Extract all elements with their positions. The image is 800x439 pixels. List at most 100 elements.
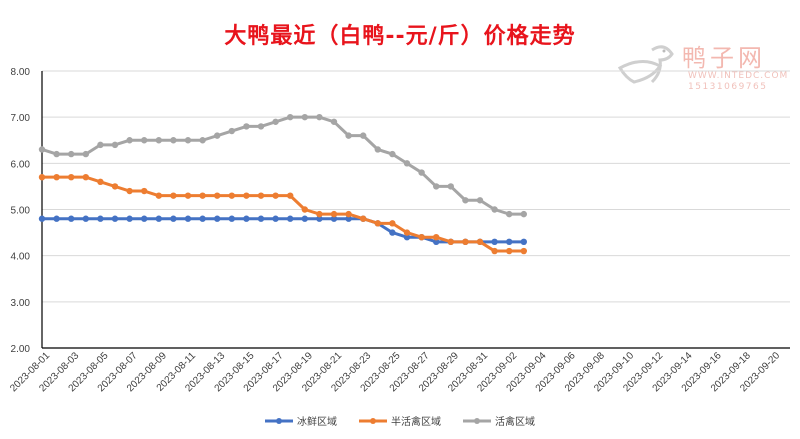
y-tick-label: 5.00 <box>11 206 31 217</box>
data-point <box>418 234 425 241</box>
data-point <box>520 210 527 218</box>
watermark-phone: 15131069765 <box>688 82 768 92</box>
data-point <box>126 187 133 195</box>
data-point <box>403 160 411 167</box>
data-point <box>82 150 90 158</box>
data-point <box>433 234 440 241</box>
data-point <box>155 137 162 144</box>
data-point <box>228 192 235 199</box>
data-point <box>257 215 265 222</box>
data-point <box>184 192 192 199</box>
data-point <box>141 215 148 222</box>
watermark-logo: 鸭子网 WWW.INTEDC.COM 15131069765 <box>612 38 797 96</box>
y-tick-label: 7.00 <box>11 113 31 124</box>
data-point <box>228 215 235 222</box>
data-point <box>520 247 527 255</box>
watermark-url: WWW.INTEDC.COM <box>688 71 789 81</box>
data-point <box>447 183 454 190</box>
data-point <box>199 215 206 222</box>
data-point <box>53 150 60 158</box>
data-point <box>287 215 294 222</box>
data-point <box>360 215 367 222</box>
legend: 冰鲜区域 半活禽区域 活禽区域 <box>0 413 800 428</box>
data-point <box>476 197 484 204</box>
data-point <box>214 132 221 139</box>
data-point <box>301 113 308 121</box>
data-point <box>68 215 75 222</box>
data-point <box>184 215 192 222</box>
y-tick-label: 2.00 <box>11 344 31 355</box>
data-point <box>214 215 221 222</box>
data-point <box>97 178 104 185</box>
data-point <box>38 146 46 153</box>
data-point <box>345 132 352 139</box>
data-point <box>97 141 104 149</box>
data-point <box>389 150 396 158</box>
watermark-name: 鸭子网 <box>682 44 766 72</box>
data-point <box>316 210 323 218</box>
data-point <box>68 173 75 181</box>
data-point <box>170 137 177 144</box>
data-point <box>170 192 177 199</box>
data-point <box>287 113 294 121</box>
y-tick-label: 6.00 <box>11 159 31 170</box>
data-point <box>243 123 250 130</box>
data-point <box>374 146 381 153</box>
data-point <box>389 220 396 227</box>
data-point <box>476 238 484 246</box>
data-point <box>38 173 46 181</box>
data-point <box>199 192 206 199</box>
data-point <box>82 215 90 222</box>
data-point <box>82 173 90 181</box>
data-point <box>111 141 119 149</box>
legend-marker-icon <box>265 417 293 424</box>
data-point <box>330 210 338 218</box>
data-point <box>214 192 221 199</box>
legend-item: 冰鲜区域 <box>265 413 337 428</box>
data-point <box>374 220 381 227</box>
data-point <box>97 215 104 222</box>
data-point <box>316 215 323 222</box>
y-tick-label: 8.00 <box>11 67 31 78</box>
data-point <box>345 210 352 218</box>
data-point <box>126 215 133 222</box>
data-point <box>184 137 192 144</box>
data-point <box>389 229 396 236</box>
legend-label: 半活禽区域 <box>391 417 441 428</box>
data-point <box>272 118 279 125</box>
data-point <box>257 192 265 199</box>
data-point <box>491 206 498 213</box>
data-point <box>433 183 440 190</box>
data-point <box>155 215 162 222</box>
data-point <box>506 247 513 255</box>
data-point <box>111 215 119 222</box>
y-tick-label: 3.00 <box>11 298 31 309</box>
data-point <box>491 247 498 255</box>
series-line <box>41 115 524 216</box>
data-point <box>316 113 323 121</box>
y-tick-label: 4.00 <box>11 252 31 263</box>
legend-item: 半活禽区域 <box>359 413 441 428</box>
legend-label: 活禽区域 <box>495 417 535 428</box>
legend-item: 活禽区域 <box>463 413 535 428</box>
data-point <box>199 137 206 144</box>
data-point <box>141 137 148 144</box>
data-point <box>170 215 177 222</box>
data-point <box>126 137 133 144</box>
legend-label: 冰鲜区域 <box>297 417 337 428</box>
legend-marker-icon <box>359 417 387 424</box>
data-point <box>38 215 46 222</box>
chart-title: 大鸭最近（白鸭--元/斤）价格走势 <box>224 24 576 49</box>
data-point <box>360 132 367 139</box>
data-point <box>330 215 338 222</box>
data-point <box>53 173 60 181</box>
data-point <box>447 238 454 246</box>
data-point <box>506 210 513 218</box>
data-point <box>141 187 148 195</box>
data-point <box>243 215 250 222</box>
data-point <box>433 238 440 246</box>
data-point <box>403 229 411 236</box>
data-point <box>53 215 60 222</box>
data-point <box>272 192 279 199</box>
